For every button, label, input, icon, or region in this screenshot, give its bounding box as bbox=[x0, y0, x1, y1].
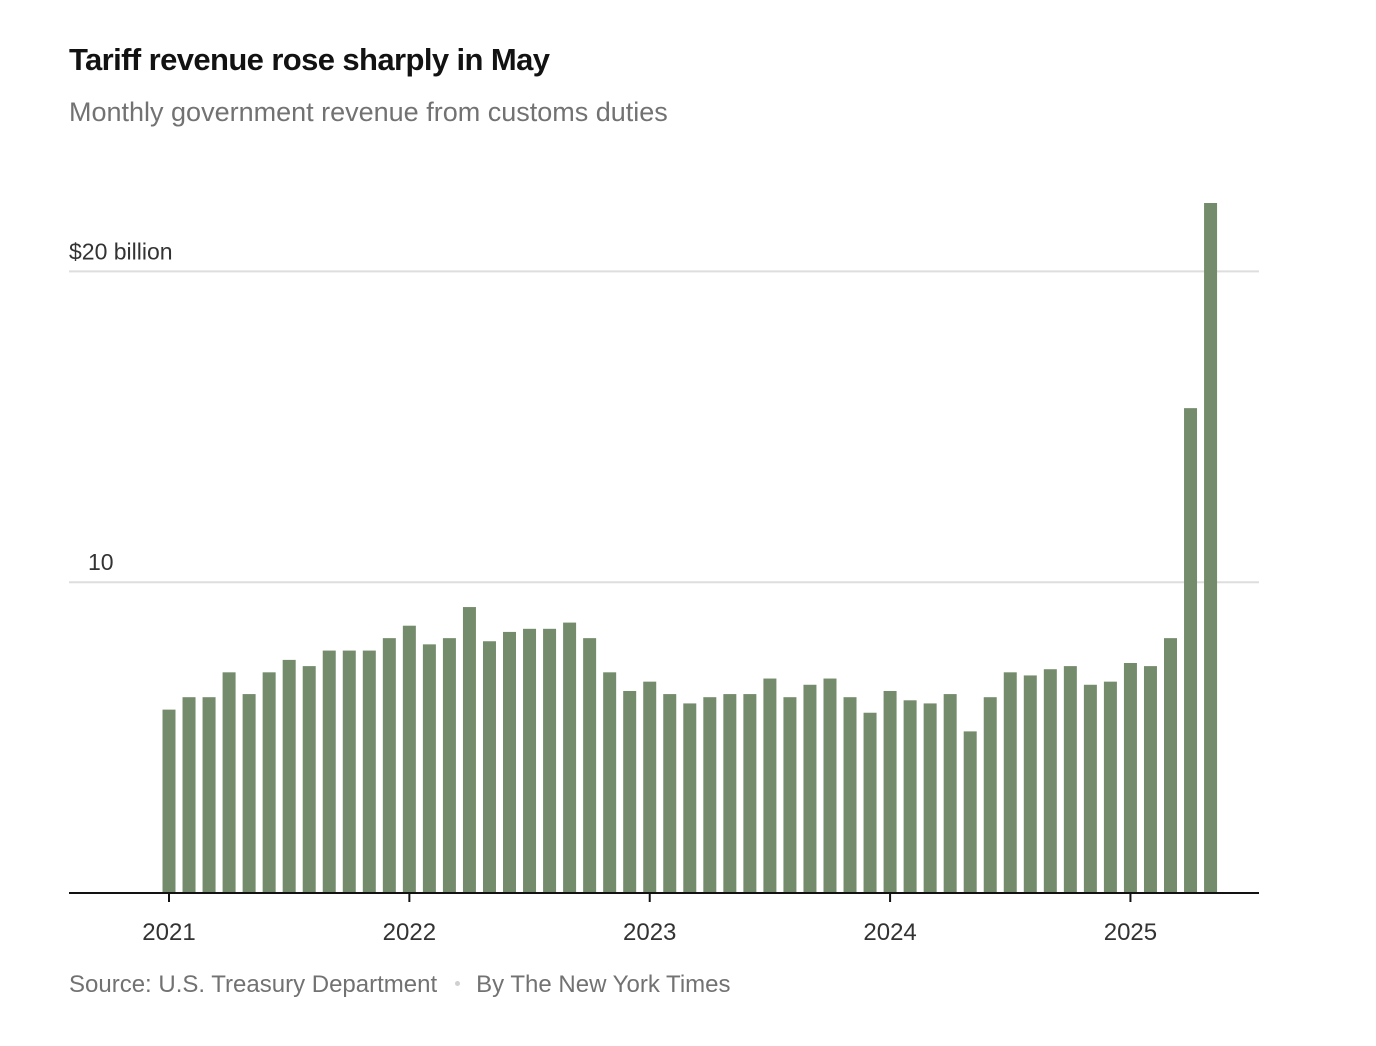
bar-2024-08 bbox=[1023, 675, 1037, 893]
bar-2022-07 bbox=[523, 628, 537, 893]
x-tick-label: 2023 bbox=[623, 919, 676, 946]
bar-2022-02 bbox=[422, 644, 436, 893]
bar-2021-02 bbox=[182, 697, 196, 893]
bar-2023-03 bbox=[683, 703, 697, 893]
bar-2021-07 bbox=[282, 659, 296, 893]
bar-2021-09 bbox=[322, 650, 336, 893]
bar-2022-08 bbox=[543, 628, 557, 893]
bar-2024-06 bbox=[983, 697, 997, 893]
x-tick-label: 2021 bbox=[142, 919, 195, 946]
bar-2024-01 bbox=[883, 690, 897, 893]
x-axis: 2021 2022 2023 2024 2025 bbox=[69, 892, 1259, 946]
bar-2022-11 bbox=[603, 672, 617, 893]
chart-footer: Source: U.S. Treasury Department By The N… bbox=[69, 971, 731, 999]
bar-2021-10 bbox=[342, 650, 356, 893]
bar-2023-02 bbox=[663, 694, 677, 893]
x-tick-label: 2025 bbox=[1104, 919, 1157, 946]
bar-2024-12 bbox=[1103, 681, 1117, 893]
bar-2021-04 bbox=[222, 672, 236, 893]
bar-2025-01 bbox=[1123, 663, 1137, 893]
bar-2021-12 bbox=[382, 638, 396, 893]
bar-2024-09 bbox=[1043, 669, 1057, 893]
bar-2021-06 bbox=[262, 672, 276, 893]
byline: By The New York Times bbox=[476, 971, 731, 998]
bar-2023-08 bbox=[783, 697, 797, 893]
bar-2021-03 bbox=[202, 697, 216, 893]
separator-dot-icon bbox=[455, 981, 461, 987]
bar-2022-09 bbox=[563, 622, 577, 893]
bar-2023-06 bbox=[743, 694, 757, 893]
bar-2024-04 bbox=[943, 694, 957, 893]
bar-2025-02 bbox=[1143, 666, 1157, 893]
bar-2024-10 bbox=[1063, 666, 1077, 893]
bar-2025-04 bbox=[1184, 408, 1198, 893]
bar-2023-09 bbox=[803, 684, 817, 893]
gridlines: 10 $20 billion bbox=[69, 238, 1259, 584]
bar-2021-01 bbox=[162, 709, 176, 893]
bar-2021-08 bbox=[302, 666, 316, 893]
bar-2022-03 bbox=[442, 638, 456, 893]
bar-2023-10 bbox=[823, 678, 837, 893]
bars bbox=[162, 203, 1218, 893]
bar-2024-03 bbox=[923, 703, 937, 893]
bar-2024-02 bbox=[903, 700, 917, 893]
bar-2023-05 bbox=[723, 694, 737, 893]
bar-2025-03 bbox=[1164, 638, 1177, 893]
bar-2023-11 bbox=[843, 697, 857, 893]
bar-2024-11 bbox=[1083, 684, 1097, 893]
bar-2023-12 bbox=[863, 712, 877, 893]
y-tick-label: $20 billion bbox=[69, 238, 173, 264]
source-credit: Source: U.S. Treasury Department bbox=[69, 971, 438, 998]
bar-2021-05 bbox=[242, 694, 256, 893]
bar-2022-12 bbox=[623, 690, 637, 893]
bar-2022-04 bbox=[462, 607, 476, 893]
bar-2022-06 bbox=[503, 631, 517, 893]
bar-2022-05 bbox=[482, 641, 496, 893]
bar-2021-11 bbox=[362, 650, 376, 893]
bar-2024-05 bbox=[963, 731, 977, 893]
bar-2022-10 bbox=[583, 638, 597, 893]
bar-2024-07 bbox=[1003, 672, 1017, 893]
chart-subtitle: Monthly government revenue from customs … bbox=[69, 97, 668, 127]
bar-2025-05 bbox=[1204, 203, 1218, 893]
bar-2023-01 bbox=[643, 681, 657, 893]
bar-2023-07 bbox=[763, 678, 777, 893]
y-tick-label: 10 bbox=[88, 549, 114, 575]
bar-2022-01 bbox=[402, 625, 416, 893]
chart-title: Tariff revenue rose sharply in May bbox=[69, 42, 550, 77]
bar-2023-04 bbox=[703, 697, 717, 893]
x-tick-label: 2024 bbox=[863, 919, 916, 946]
x-tick-label: 2022 bbox=[383, 919, 436, 946]
